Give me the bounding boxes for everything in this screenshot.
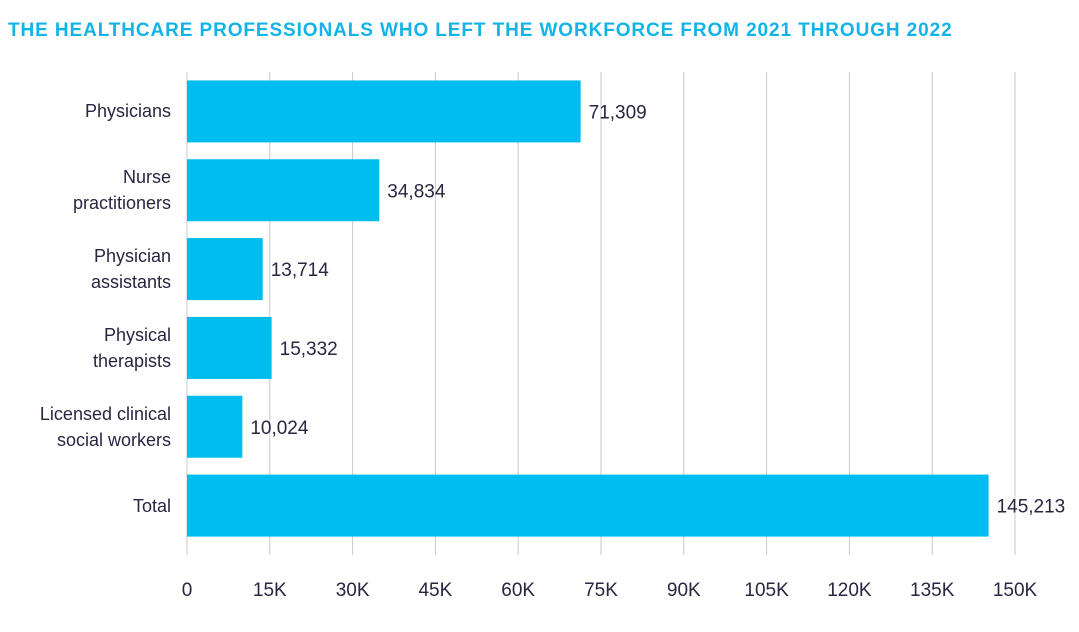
- value-label: 34,834: [387, 181, 446, 202]
- bar: [187, 238, 263, 301]
- x-tick-label: 135K: [910, 580, 955, 601]
- category-label: Nurse practitioners: [72, 167, 171, 214]
- x-tick-label: 60K: [501, 580, 535, 601]
- chart-title: THE HEALTHCARE PROFESSIONALS WHO LEFT TH…: [8, 20, 953, 41]
- x-tick-label: 0: [182, 580, 193, 601]
- x-tick-label: 105K: [744, 580, 789, 601]
- bar: [187, 316, 272, 379]
- bar: [187, 159, 380, 222]
- category-label: Licensed clinical social workers: [39, 403, 171, 450]
- category-label: Physicians: [84, 101, 171, 122]
- value-label: 10,024: [250, 418, 309, 439]
- bar: [187, 395, 243, 458]
- value-label: 71,309: [589, 102, 647, 123]
- x-tick-label: 120K: [827, 580, 872, 601]
- bar: [187, 474, 989, 537]
- x-tick-label: 45K: [418, 580, 452, 601]
- bar: [187, 80, 581, 143]
- x-tick-label: 90K: [667, 580, 701, 601]
- x-tick-label: 30K: [336, 580, 370, 601]
- category-label: Total: [132, 495, 171, 516]
- x-tick-label: 150K: [993, 580, 1038, 601]
- category-label: Physical therapists: [92, 324, 171, 371]
- x-tick-label: 75K: [584, 580, 618, 601]
- value-label: 15,332: [280, 339, 338, 360]
- x-tick-label: 15K: [253, 580, 287, 601]
- value-label: 145,213: [997, 497, 1066, 518]
- category-label: Physician assistants: [90, 246, 171, 293]
- value-label: 13,714: [271, 260, 330, 281]
